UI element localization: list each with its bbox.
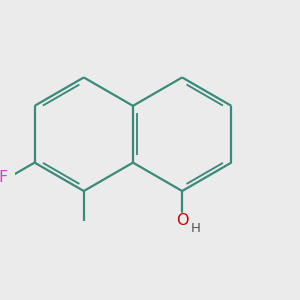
Text: O: O [176,214,188,229]
Text: F: F [0,170,8,185]
Text: H: H [190,222,200,235]
